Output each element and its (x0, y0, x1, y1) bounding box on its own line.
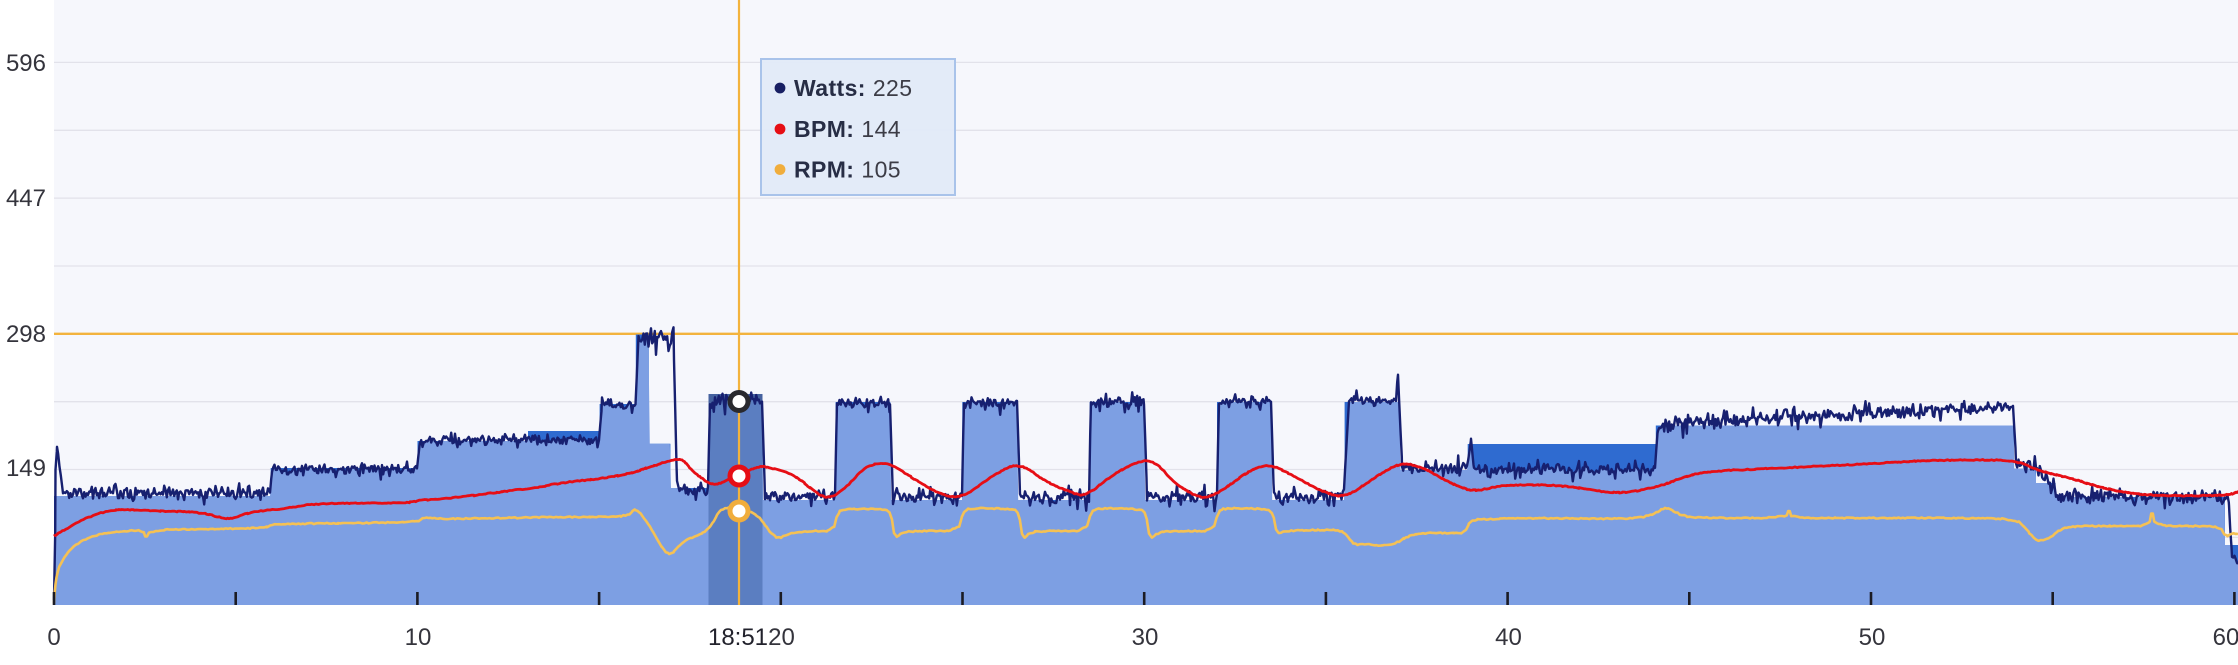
svg-text:447: 447 (6, 185, 46, 212)
svg-text:298: 298 (6, 321, 46, 348)
svg-text:10: 10 (405, 624, 432, 651)
svg-text:RPM:105: RPM: 105 (794, 157, 901, 183)
svg-text:50: 50 (1859, 624, 1886, 651)
svg-text:30: 30 (1132, 624, 1159, 651)
svg-text:149: 149 (6, 455, 46, 482)
svg-text:0: 0 (47, 624, 60, 651)
svg-text:596: 596 (6, 50, 46, 77)
svg-text:Watts:225: Watts: 225 (794, 75, 912, 101)
svg-text:18:51: 18:51 (708, 624, 768, 651)
svg-text:BPM:144: BPM: 144 (794, 116, 901, 142)
svg-text:20: 20 (768, 624, 795, 651)
svg-text:60: 60 (2213, 624, 2238, 651)
svg-text:40: 40 (1495, 624, 1522, 651)
